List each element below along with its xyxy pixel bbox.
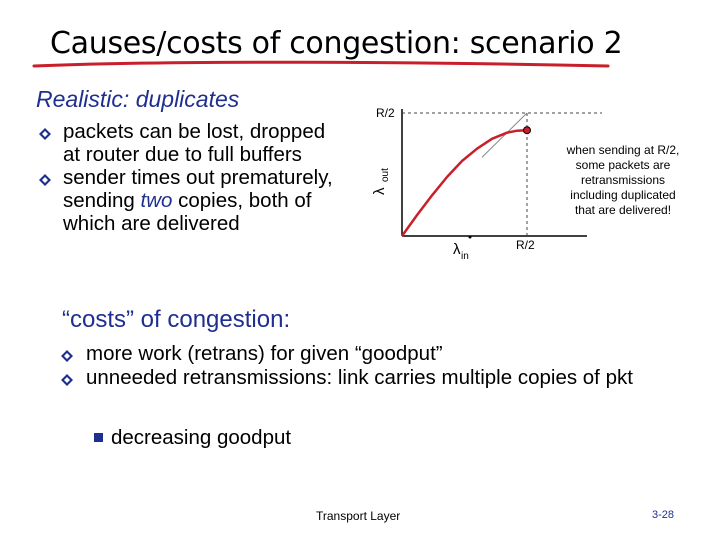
goodput-curve xyxy=(400,128,528,237)
costs-heading: “costs” of congestion: xyxy=(62,306,291,333)
slide-title: Causes/costs of congestion: scenario 2 xyxy=(50,26,623,61)
chart-annotation-line: including duplicated xyxy=(570,188,675,202)
y-axis-label: λ xyxy=(371,187,388,195)
slide-subtitle: Realistic: duplicates xyxy=(36,86,240,112)
footer-course-label: Transport Layer xyxy=(316,509,401,523)
bullet-text: sender times out prematurely, sending xyxy=(63,166,333,212)
chart-annotation-line: when sending at R/2, xyxy=(566,143,680,157)
bullet-timeout: sender times out prematurely, sending tw… xyxy=(38,166,343,235)
x-axis-label-subscript: in xyxy=(461,251,469,262)
x-max-label: R/2 xyxy=(516,238,535,252)
ideal-reference-line xyxy=(481,112,528,158)
operating-point-marker xyxy=(523,126,531,135)
square-bullet-icon xyxy=(94,433,103,442)
sub-bullet-goodput: decreasing goodput xyxy=(94,426,291,450)
chart-annotation-line: retransmissions xyxy=(581,173,665,187)
bullet-text-tail: copies, both of which are delivered xyxy=(63,189,312,235)
page-number: 3-28 xyxy=(652,509,675,521)
y-max-label: R/2 xyxy=(376,106,395,120)
x-axis-label: λ xyxy=(453,241,461,258)
bullet-text: more work (retrans) for given “goodput” xyxy=(86,342,443,365)
top-bullet-list: packets can be lost, dropped at router d… xyxy=(38,120,343,235)
bottom-bullet-list: more work (retrans) for given “goodput” … xyxy=(60,342,720,390)
title-underline xyxy=(32,60,610,68)
diamond-bullet-icon xyxy=(39,174,51,186)
bullet-emphasis: two xyxy=(140,189,173,212)
bullet-unneeded-retrans: unneeded retransmissions: link carries m… xyxy=(60,366,720,390)
bullet-text: packets can be lost, dropped at router d… xyxy=(63,120,326,166)
sub-bullet-text: decreasing goodput xyxy=(111,426,292,449)
chart-annotation-line: some packets are xyxy=(576,158,671,172)
y-axis-label-subscript: out xyxy=(380,168,391,182)
diamond-bullet-icon xyxy=(39,128,51,140)
bullet-text: unneeded retransmissions: link carries m… xyxy=(86,366,633,389)
chart-annotation-line: that are delivered! xyxy=(575,203,671,217)
diamond-bullet-icon xyxy=(61,374,73,386)
bullet-lost-packets: packets can be lost, dropped at router d… xyxy=(38,120,343,166)
bullet-more-work: more work (retrans) for given “goodput” xyxy=(60,342,720,366)
diamond-bullet-icon xyxy=(61,350,73,362)
lambda-in-dot xyxy=(468,235,472,239)
